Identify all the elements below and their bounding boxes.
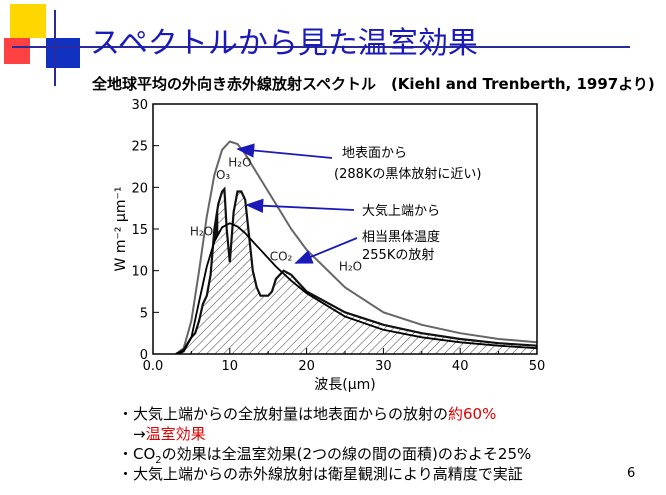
y-tick-label: 0	[140, 348, 148, 363]
gas-label: O₃	[216, 168, 230, 182]
gas-label: H₂O	[339, 260, 362, 274]
series-toa-line	[175, 186, 537, 354]
x-tick-label: 20	[298, 359, 315, 374]
arrow-blackbody	[294, 237, 358, 264]
y-tick-label: 10	[131, 265, 148, 280]
annotation-surface-line2: (288Kの黒体放射に近い)	[334, 166, 481, 182]
y-tick-label: 15	[131, 223, 148, 238]
arrow-toa	[245, 198, 355, 213]
x-tick-label: 10	[222, 359, 239, 374]
note-1: ・大気上端からの全放射量は地表面からの放射の約60%	[118, 405, 497, 423]
toa-area-hatch	[176, 189, 537, 354]
note-3: ・CO2の効果は全温室効果(2つの線の間の面積)のおよそ25%	[118, 445, 532, 466]
annotation-bb-line1: 相当黒体温度	[362, 229, 440, 245]
x-tick-label: 50	[529, 359, 546, 374]
annotation-bb-line2: 255Kの放射	[362, 247, 434, 263]
gas-label: H₂O	[190, 225, 213, 239]
annotation-toa: 大気上端から	[362, 203, 440, 219]
annotation-surface-line1: 地表面から	[342, 146, 407, 161]
decor-yellow-square	[10, 4, 46, 38]
y-tick-label: 5	[140, 306, 148, 321]
x-tick-label: 30	[375, 359, 392, 374]
y-tick-label: 30	[131, 98, 148, 113]
decor-blue-square	[46, 38, 80, 68]
y-tick-label: 20	[131, 181, 148, 196]
gas-label: H₂O	[228, 156, 251, 170]
y-axis-label: W m⁻² μm⁻¹	[113, 187, 129, 272]
slide-subtitle: 全地球平均の外向き赤外線放射スペクトル (Kiehl and Trenberth…	[92, 75, 655, 93]
x-tick-label: 0.0	[143, 359, 164, 374]
page-number: 6	[627, 466, 636, 481]
y-tick-label: 25	[131, 140, 148, 155]
decor-red-square	[4, 38, 30, 64]
note-2: →温室効果	[118, 425, 206, 443]
series-surface-line	[175, 140, 537, 354]
decor-vertical-line	[54, 10, 56, 86]
note-4: ・大気上端からの赤外線放射は衛星観測により高精度で実証	[118, 465, 523, 483]
slide-title: スペクトルから見た温室効果	[90, 26, 478, 61]
x-tick-label: 40	[452, 359, 469, 374]
arrow-surface	[236, 143, 333, 159]
x-axis-label: 波長(μm)	[314, 377, 375, 393]
decor-horizontal-line	[12, 46, 630, 48]
series-blackbody-line	[175, 222, 537, 354]
gas-label: CO₂	[270, 250, 293, 264]
